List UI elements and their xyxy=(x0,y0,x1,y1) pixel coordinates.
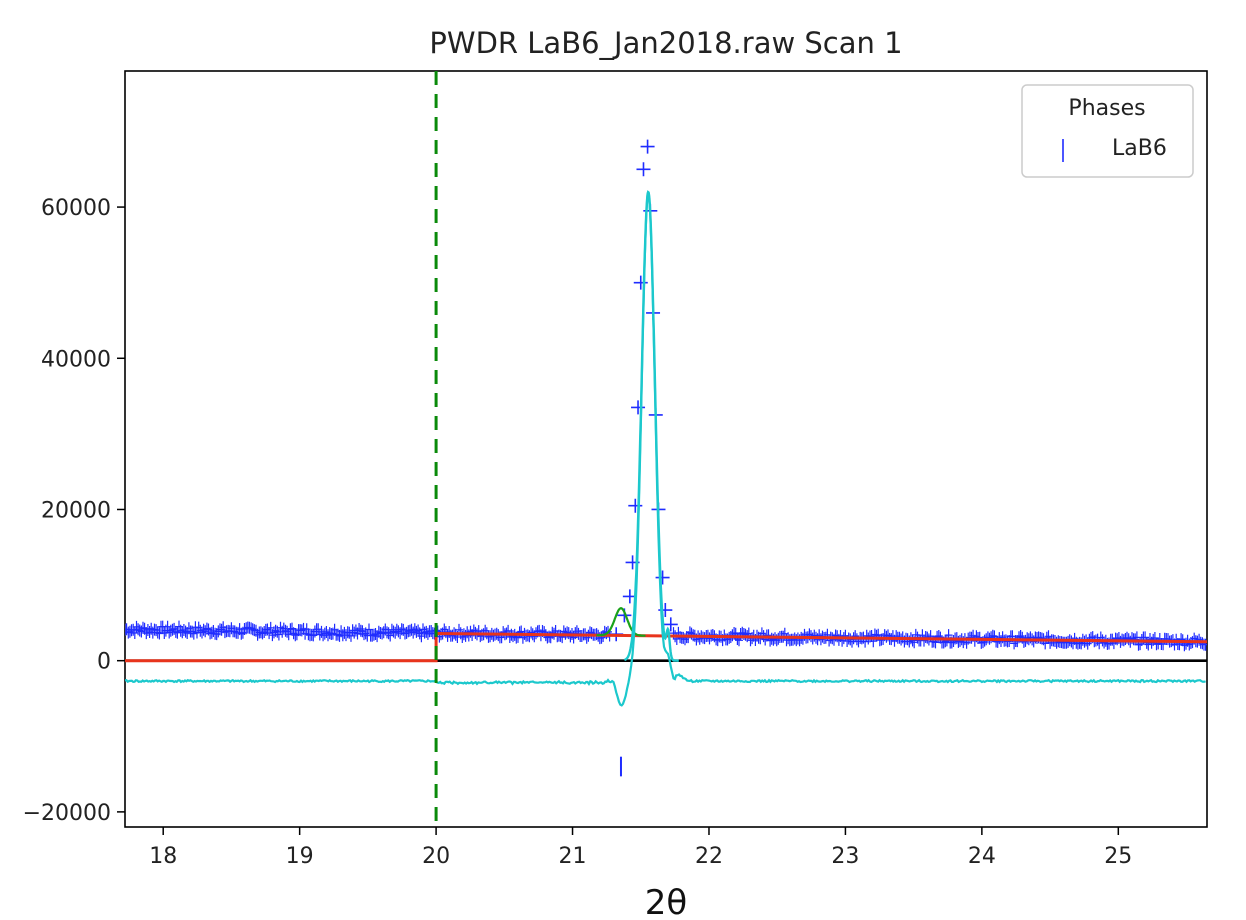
plot-frame xyxy=(124,70,1208,828)
chart-title: PWDR LaB6_Jan2018.raw Scan 1 xyxy=(429,26,902,60)
series-difference xyxy=(125,192,1206,707)
x-tick-label: 23 xyxy=(831,844,859,869)
y-tick-label: −20000 xyxy=(23,801,111,826)
x-tick-label: 22 xyxy=(695,844,723,869)
plot-area xyxy=(124,70,1208,828)
y-tick-label: 20000 xyxy=(41,498,111,523)
legend-frame xyxy=(1021,84,1194,178)
y-tick-label: 40000 xyxy=(41,347,111,372)
observed-point xyxy=(633,275,648,290)
x-tick-label: 18 xyxy=(149,844,177,869)
observed-point xyxy=(640,139,655,154)
observed-point xyxy=(628,498,643,513)
series-calculated xyxy=(596,607,646,637)
observed-point xyxy=(636,162,651,177)
legend-title: Phases xyxy=(1068,96,1145,121)
x-axis-label: 2θ xyxy=(645,883,687,920)
x-tick-label: 19 xyxy=(286,844,314,869)
x-tick-label: 25 xyxy=(1104,844,1132,869)
y-tick-label: 60000 xyxy=(41,196,111,221)
x-tick-label: 20 xyxy=(422,844,450,869)
observed-point xyxy=(655,570,670,585)
legend-entry-lab6: LaB6 xyxy=(1112,136,1167,161)
y-tick-label: 0 xyxy=(97,650,111,675)
x-tick-label: 21 xyxy=(559,844,587,869)
observed-point xyxy=(663,617,678,632)
legend: Phases LaB6 xyxy=(1021,84,1194,178)
observed-point xyxy=(631,400,646,415)
x-tick-label: 24 xyxy=(968,844,996,869)
axis-ticks: 18 19 20 21 22 23 24 25 −20000 0 20000 40000 60000 xyxy=(23,196,1133,869)
series-layer xyxy=(125,71,1207,827)
